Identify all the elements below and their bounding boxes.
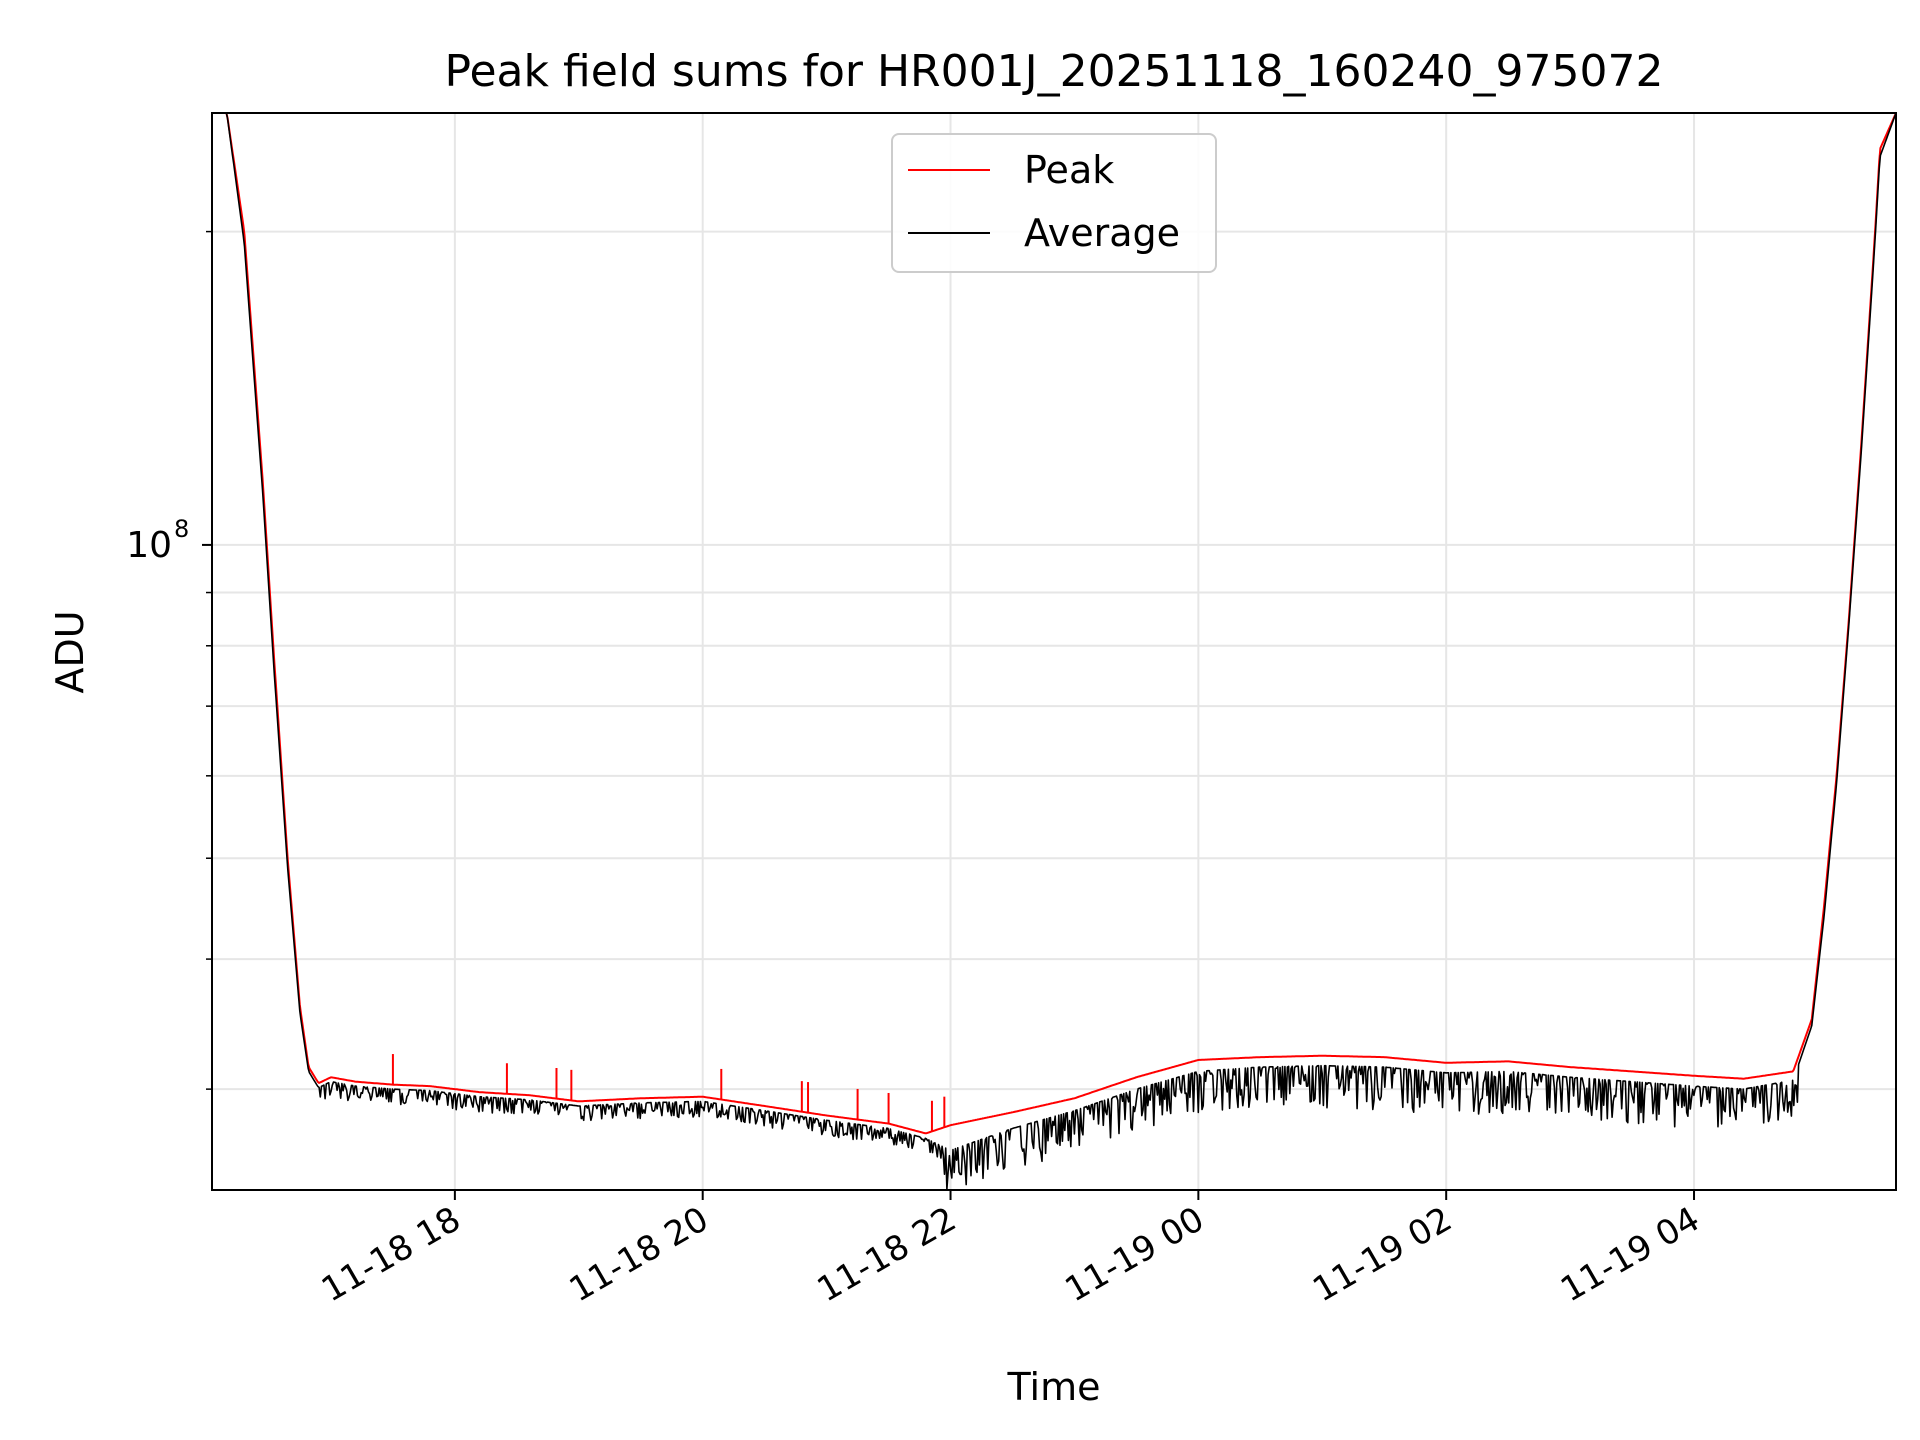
legend-box bbox=[891, 133, 1217, 273]
y-tick-label-exponent: 8 bbox=[174, 515, 189, 543]
legend: Peak Average bbox=[891, 133, 1217, 273]
y-tick-label: 10 bbox=[126, 525, 172, 566]
x-axis-label: Time bbox=[1007, 1365, 1101, 1409]
plot-frame bbox=[211, 112, 1897, 1191]
series-group bbox=[212, 113, 1896, 1190]
legend-label-average: Average bbox=[1024, 211, 1180, 255]
legend-label-peak: Peak bbox=[1024, 148, 1114, 192]
series-line-average bbox=[212, 113, 1896, 1190]
chart-title: Peak field sums for HR001J_20251118_1602… bbox=[445, 46, 1664, 97]
series-line-peak bbox=[212, 113, 1896, 1135]
series-layer bbox=[212, 113, 1896, 1190]
y-axis-label: ADU bbox=[48, 610, 92, 693]
